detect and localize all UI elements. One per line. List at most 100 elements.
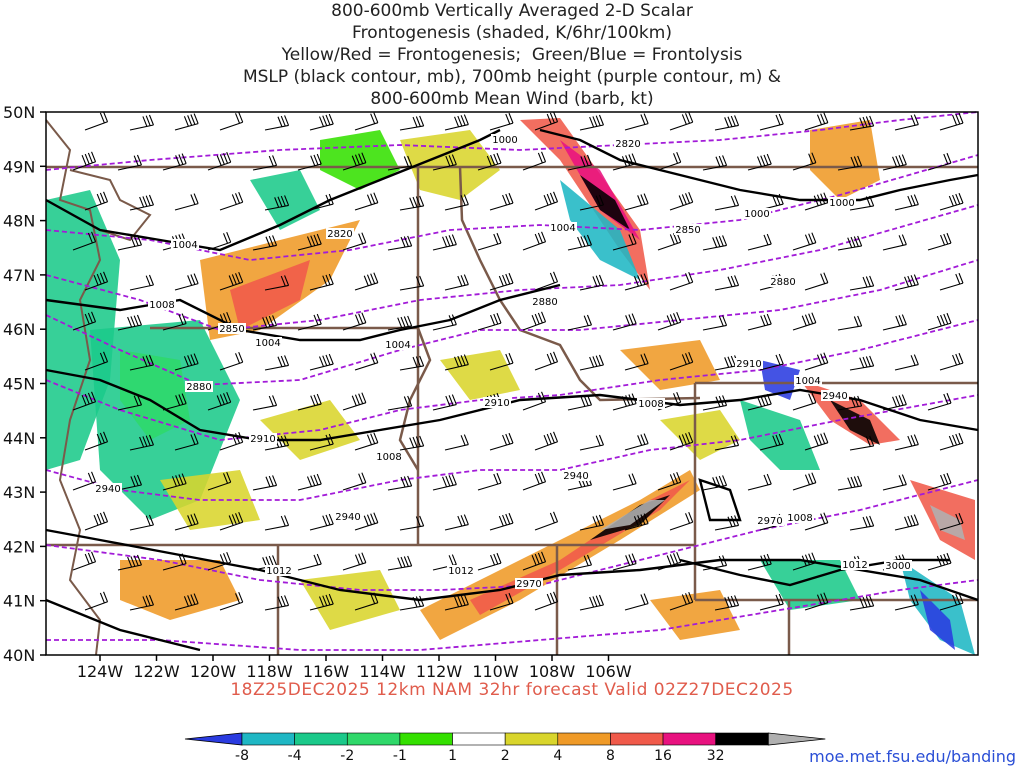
colorbar-label: -8 <box>235 748 249 764</box>
wind-barb <box>219 272 244 291</box>
wind-barb <box>354 432 379 451</box>
lat-label: 44N <box>3 429 35 448</box>
wind-barb <box>342 232 367 251</box>
colorbar-left-arrow <box>184 732 243 746</box>
wind-barb <box>264 195 290 211</box>
wind-barb <box>792 392 817 411</box>
wind-barb <box>702 475 728 491</box>
wind-barb <box>747 473 772 491</box>
wind-barb <box>669 272 694 291</box>
title-line-2: Frontogenesis (shaded, K/6hr/100km) <box>352 23 672 43</box>
wind-barb <box>894 274 919 291</box>
wind-barb <box>489 352 514 371</box>
wind-barb <box>489 592 514 611</box>
wind-barb <box>927 472 952 491</box>
wind-barb <box>669 432 694 451</box>
source-credit-link[interactable]: moe.met.fsu.edu/banding <box>809 747 1016 766</box>
wind-barb <box>702 235 728 251</box>
wind-barb <box>174 193 199 211</box>
wind-barb <box>579 194 604 211</box>
wind-barb <box>387 235 413 251</box>
wind-barb <box>579 594 604 611</box>
colorbar-label: -1 <box>393 748 407 764</box>
colorbar-segment <box>715 732 769 746</box>
wind-barb <box>387 315 413 331</box>
wind-barb <box>162 153 187 171</box>
wind-barb <box>657 152 682 171</box>
wind-barb <box>894 514 919 531</box>
wind-barb <box>219 592 244 611</box>
lat-label: 48N <box>3 212 35 231</box>
wind-barb <box>939 512 964 531</box>
colorbar-segment <box>241 732 295 746</box>
wind-barb <box>759 593 784 611</box>
wind-barb <box>264 515 290 531</box>
wind-barb <box>849 115 875 131</box>
wind-barb <box>309 193 334 211</box>
wind-barb <box>84 431 109 451</box>
wind-barb <box>252 235 278 251</box>
wind-barb <box>129 274 154 291</box>
colorbar-label: 1 <box>448 748 457 764</box>
wind-barb <box>309 593 334 611</box>
wind-barb <box>759 353 784 371</box>
wind-barb <box>432 474 457 491</box>
state-borders <box>46 165 978 655</box>
label-bg <box>884 560 912 571</box>
frontogenesis-shading <box>46 118 975 655</box>
wind-barb <box>702 395 728 411</box>
label-bg <box>94 483 122 494</box>
wind-barb <box>84 111 109 131</box>
wind-barb <box>669 592 694 611</box>
colorbar: -8 -4 -2 -1 1 2 4 8 16 32 <box>184 732 826 764</box>
wind-barb <box>567 234 592 251</box>
wind-barb <box>84 591 109 611</box>
colorbar-segment <box>452 732 506 746</box>
wind-barb <box>84 511 109 531</box>
wind-barb <box>624 593 649 611</box>
wind-barb <box>84 351 109 371</box>
height-label: 2820 <box>615 139 640 150</box>
state-border <box>398 327 432 471</box>
wind-barb <box>432 314 457 331</box>
wind-barb <box>579 434 604 451</box>
wind-barb <box>894 434 919 451</box>
height-label: 2880 <box>770 277 795 288</box>
wind-barb <box>162 473 187 491</box>
wind-barb <box>927 312 952 331</box>
wind-barb <box>759 433 784 451</box>
wind-barb <box>792 152 817 171</box>
wind-barb <box>297 313 322 331</box>
wind-barb <box>702 155 728 171</box>
wind-barb <box>399 435 425 451</box>
wind-barb <box>297 393 322 411</box>
wind-barb <box>567 394 592 411</box>
wind-barb <box>669 352 694 371</box>
wind-barb <box>444 114 469 131</box>
wind-barb <box>72 151 97 171</box>
frontogenesis-band <box>600 500 665 530</box>
wind-barb <box>837 315 863 331</box>
label-bg <box>637 398 665 409</box>
wind-barb <box>849 195 875 211</box>
wind-barb <box>354 512 379 531</box>
wind-barb <box>432 154 457 171</box>
wind-barb <box>252 475 278 491</box>
wind-barb <box>837 475 863 491</box>
colorbar-segment <box>294 732 348 746</box>
wind-barb <box>444 194 469 211</box>
label-bg <box>562 470 590 481</box>
colorbar-label: 2 <box>501 748 510 764</box>
mslp-label: 1004 <box>550 223 575 234</box>
wind-barb <box>894 194 919 211</box>
label-bg <box>491 134 519 145</box>
wind-barb <box>747 313 772 331</box>
label-bg <box>756 515 784 526</box>
wind-barb <box>804 352 829 371</box>
lon-label: 110W <box>472 662 519 681</box>
wind-barb <box>297 233 322 251</box>
contour-labels: 1000 1004 1000 1000 1004 1008 1004 1004 1008 1008… <box>94 134 912 590</box>
wind-barb <box>612 473 637 491</box>
label-bg <box>769 276 797 287</box>
wind-barb <box>207 392 232 411</box>
